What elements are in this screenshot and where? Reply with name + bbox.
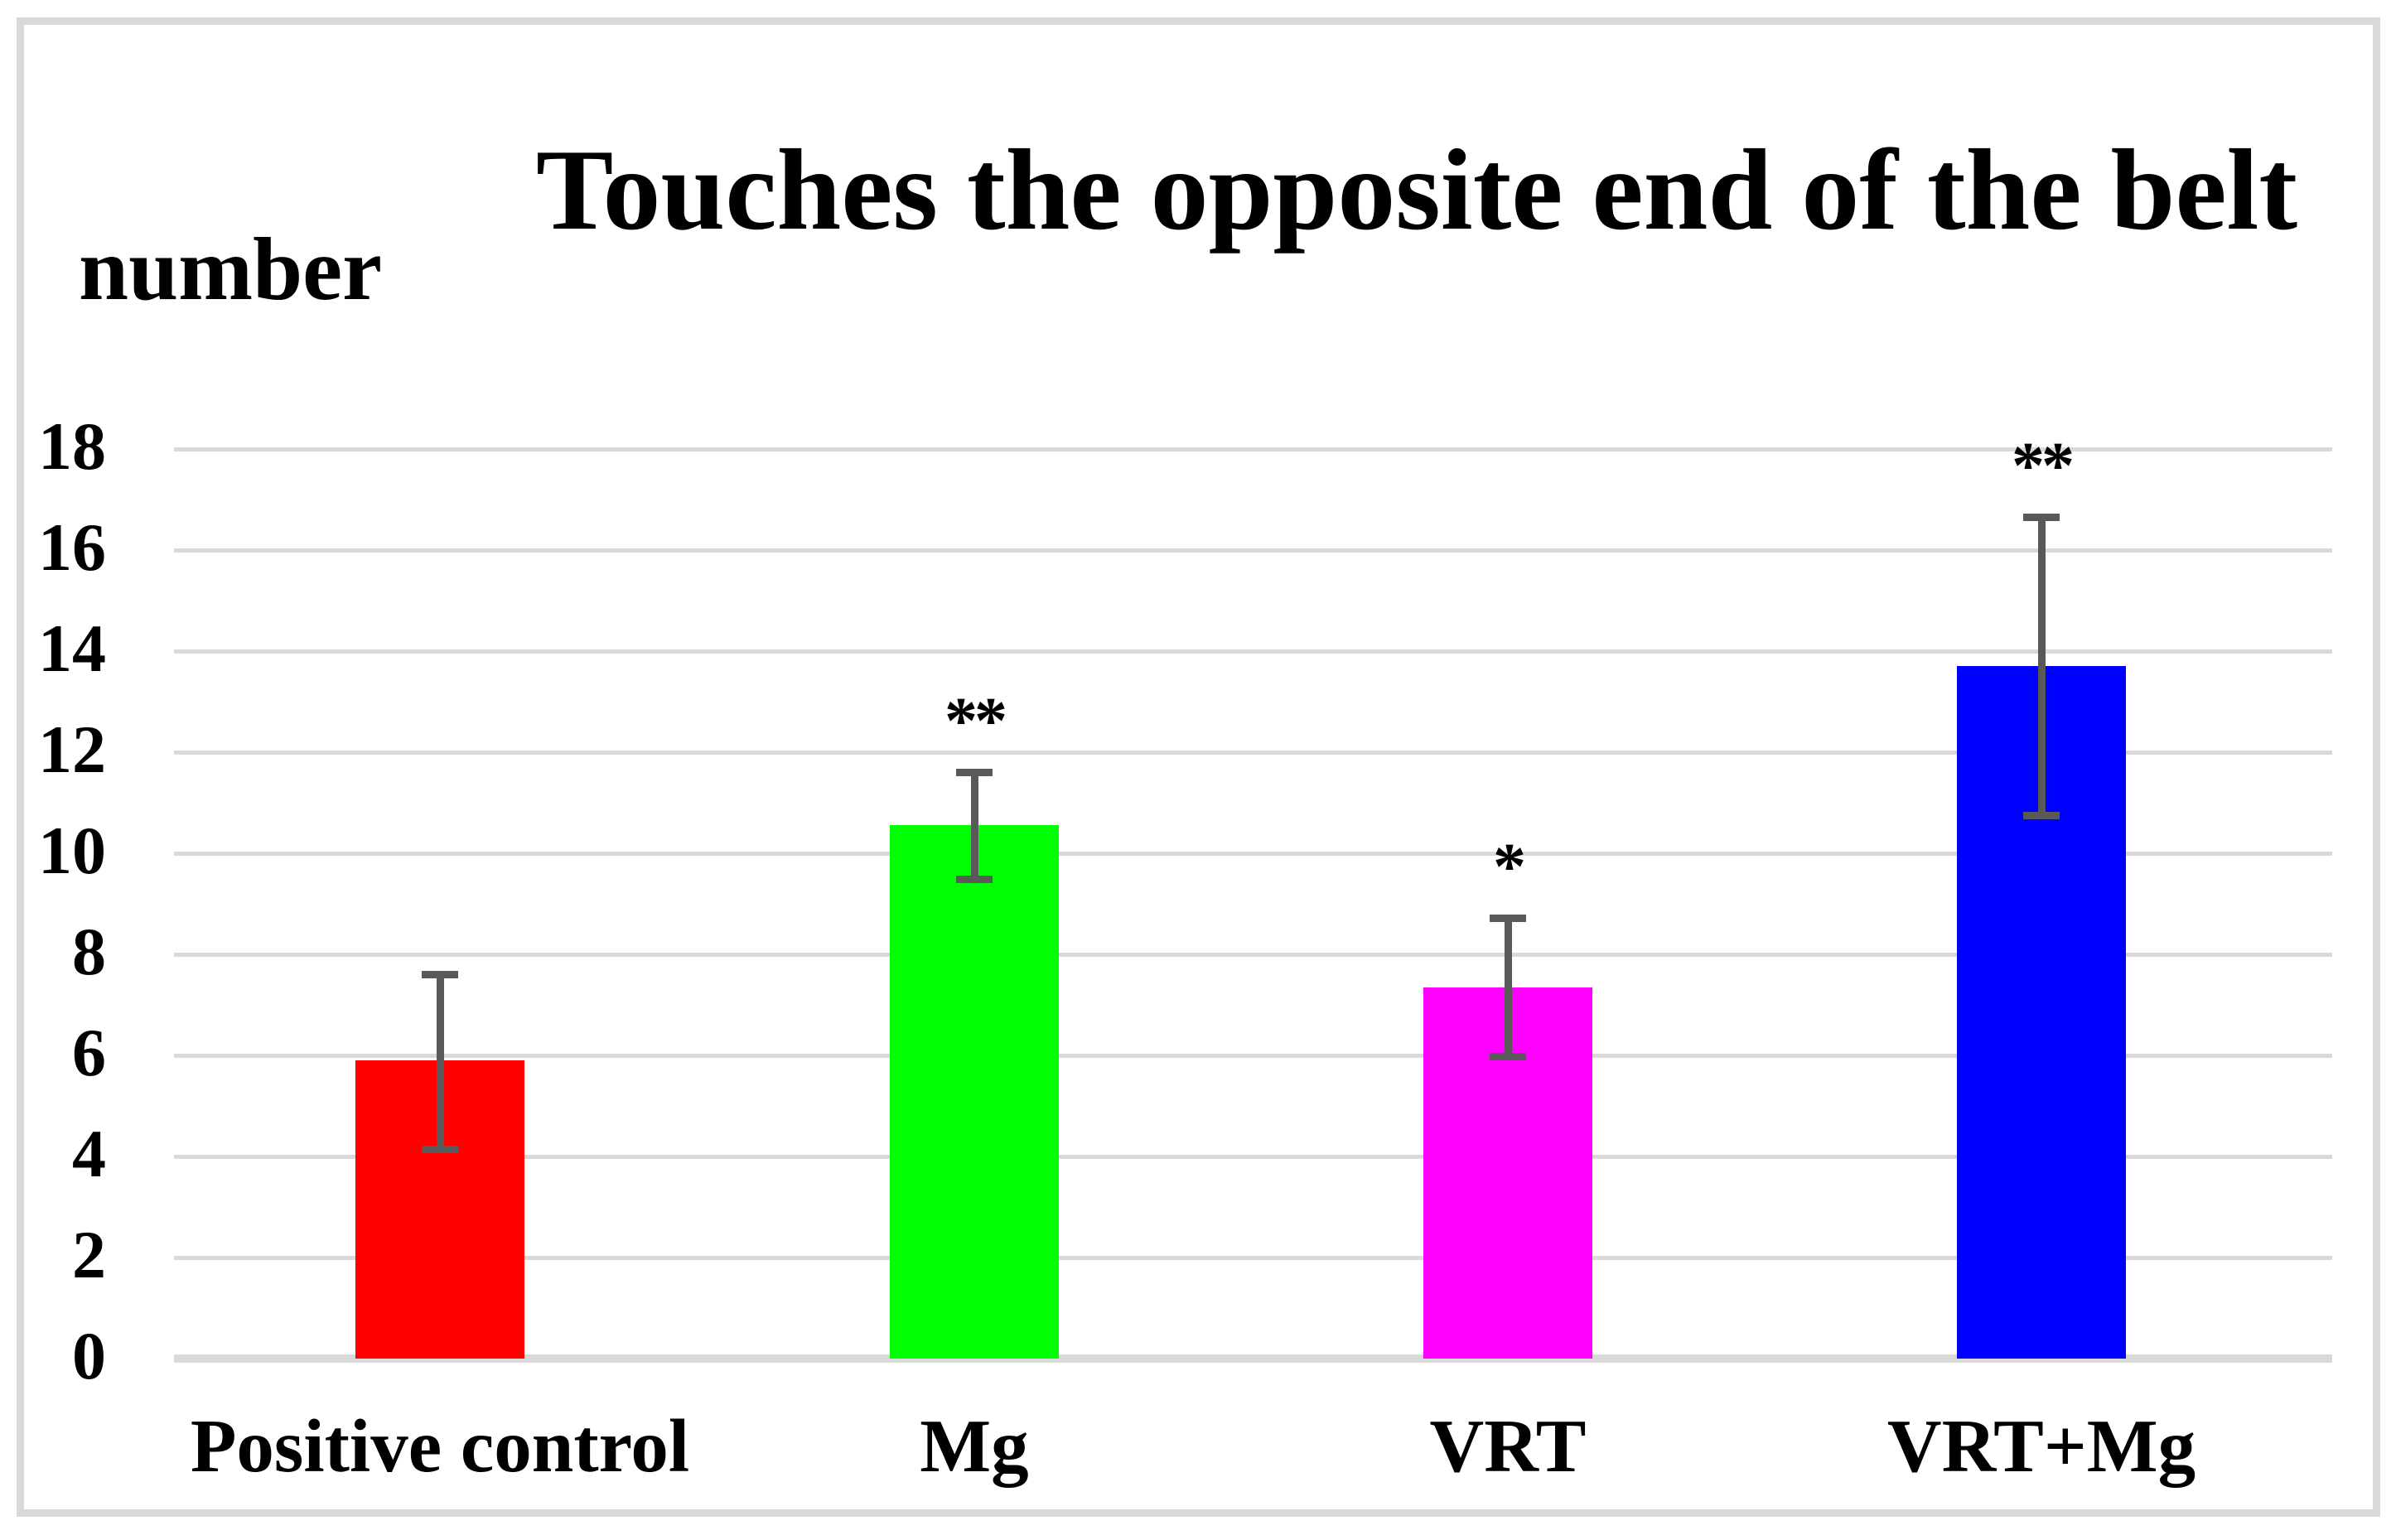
gridline-y-10 [174, 852, 2332, 856]
error-bar-top-cap-positive-control [422, 971, 458, 979]
y-tick-label-12: 12 [38, 712, 106, 787]
error-bar-line-vrt-mg [2038, 517, 2046, 816]
y-tick-label-4: 4 [72, 1116, 106, 1191]
y-tick-label-8: 8 [72, 914, 106, 989]
gridline-y-18 [174, 447, 2332, 451]
chart-outer-border [17, 17, 2380, 1517]
y-tick-label-6: 6 [72, 1015, 106, 1090]
error-bar-top-cap-mg [956, 769, 993, 777]
y-tick-label-16: 16 [38, 509, 106, 585]
error-bar-line-vrt [1505, 918, 1512, 1057]
bar-mg [890, 825, 1059, 1359]
error-bar-bottom-cap-vrt-mg [2023, 812, 2060, 820]
y-tick-label-14: 14 [38, 611, 106, 686]
error-bar-bottom-cap-positive-control [422, 1145, 458, 1153]
error-bar-top-cap-vrt-mg [2023, 514, 2060, 522]
significance-mark-vrt-mg: ** [2012, 430, 2075, 504]
gridline-y-16 [174, 548, 2332, 553]
significance-mark-mg: ** [944, 685, 1007, 759]
gridline-y-12 [174, 751, 2332, 755]
y-tick-label-18: 18 [38, 408, 106, 484]
error-bar-bottom-cap-vrt [1490, 1053, 1526, 1061]
gridline-y-6 [174, 1054, 2332, 1058]
y-tick-label-2: 2 [72, 1217, 106, 1292]
error-bar-top-cap-vrt [1490, 915, 1526, 923]
gridline-y-4 [174, 1155, 2332, 1159]
y-axis-label: number [79, 220, 383, 319]
error-bar-line-mg [971, 772, 978, 879]
error-bar-line-positive-control [437, 974, 444, 1149]
x-category-label-vrt: VRT [1429, 1404, 1587, 1488]
x-axis-line [174, 1354, 2332, 1363]
y-tick-label-10: 10 [38, 813, 106, 888]
x-category-label-mg: Mg [920, 1404, 1029, 1488]
x-category-label-vrt-mg: VRT+Mg [1886, 1404, 2196, 1488]
gridline-y-2 [174, 1256, 2332, 1260]
y-tick-label-0: 0 [72, 1318, 106, 1393]
chart-title: Touches the opposite end of the belt [535, 126, 2298, 254]
gridline-y-14 [174, 649, 2332, 654]
error-bar-bottom-cap-mg [956, 875, 993, 883]
x-category-label-positive-control: Positive control [190, 1404, 690, 1488]
gridline-y-8 [174, 953, 2332, 957]
significance-mark-vrt: * [1493, 831, 1526, 905]
